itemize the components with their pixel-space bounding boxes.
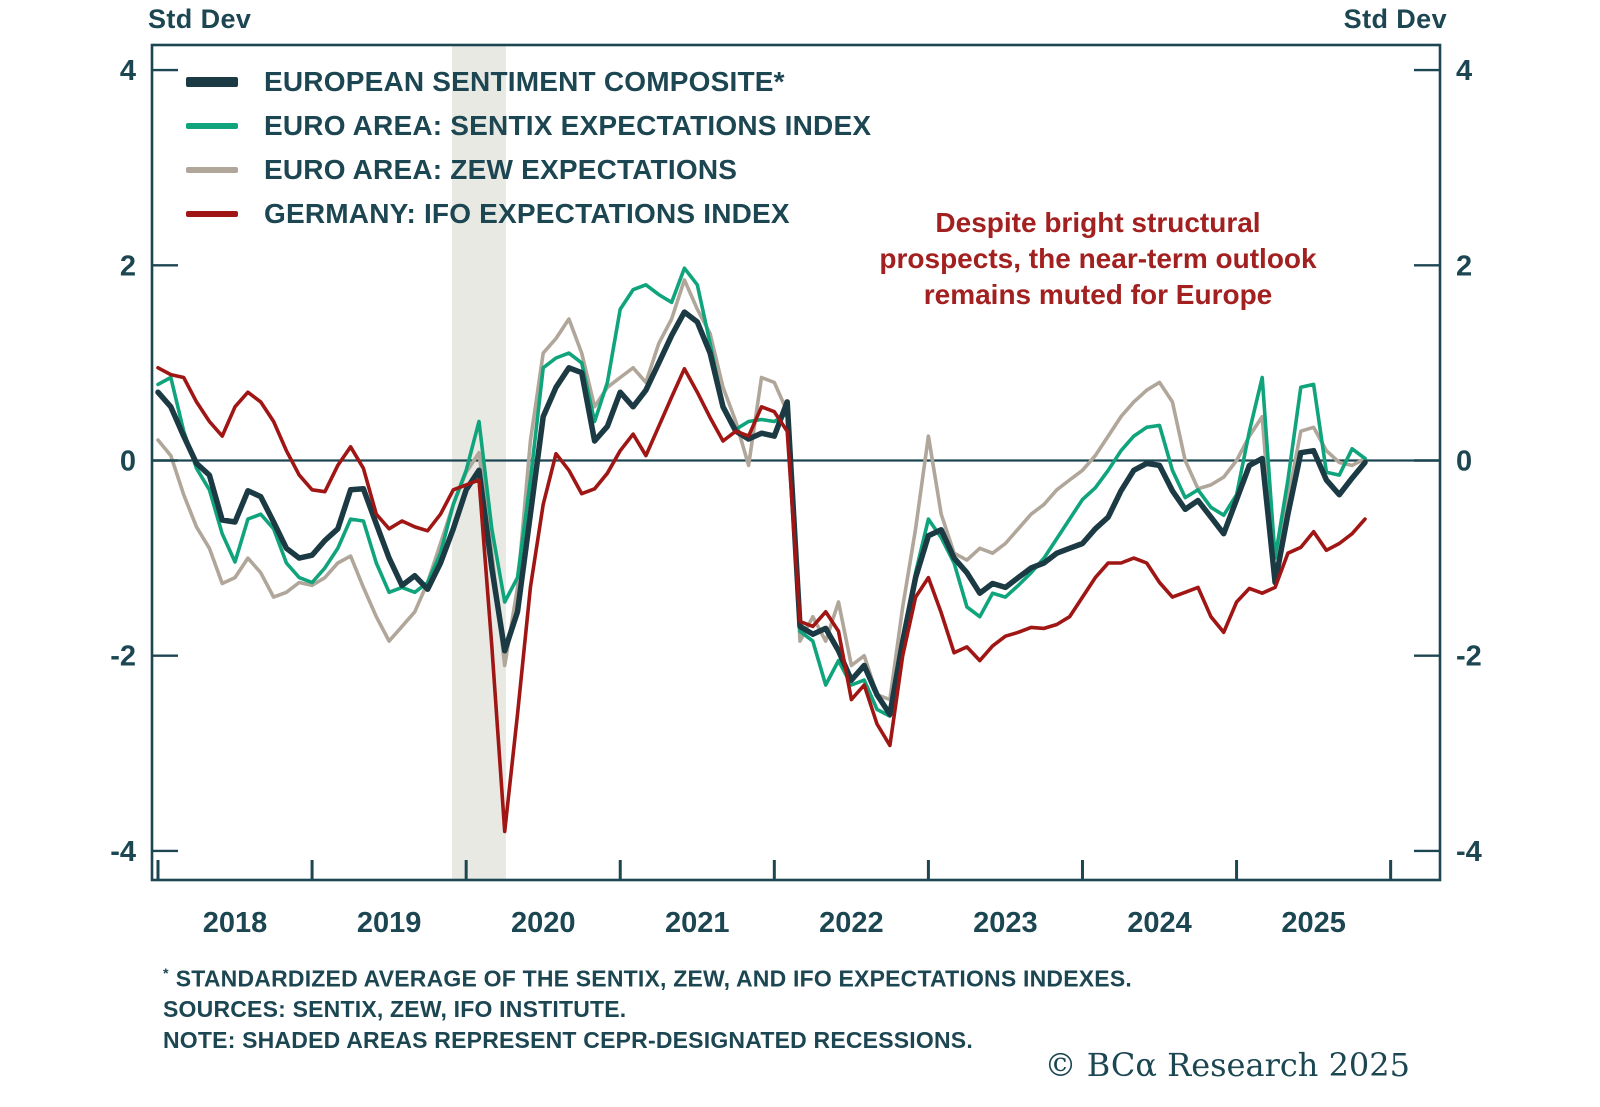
footnote-definition-text: STANDARDIZED AVERAGE OF THE SENTIX, ZEW,…	[175, 965, 1132, 992]
y-tick-label-left: 4	[120, 55, 136, 87]
legend-item-composite: EUROPEAN SENTIMENT COMPOSITE*	[186, 60, 871, 104]
x-year-label: 2018	[203, 907, 268, 939]
legend-item-zew: EURO AREA: ZEW EXPECTATIONS	[186, 148, 871, 192]
footnotes: * STANDARDIZED AVERAGE OF THE SENTIX, ZEW…	[163, 959, 1132, 1055]
footnote-note: NOTE: SHADED AREAS REPRESENT CEPR-DESIGN…	[163, 1026, 973, 1053]
x-year-label: 2020	[511, 907, 576, 939]
legend-label-sentix: EURO AREA: SENTIX EXPECTATIONS INDEX	[264, 110, 872, 141]
y-tick-label-left: 0	[120, 446, 136, 478]
series-line-3	[156, 365, 1367, 834]
y-tick-label-right: -4	[1456, 836, 1482, 868]
y-tick-label-right: 4	[1456, 55, 1472, 87]
plot-border	[150, 43, 1442, 882]
legend-label-zew: EURO AREA: ZEW EXPECTATIONS	[264, 154, 738, 185]
x-year-label: 2025	[1281, 907, 1346, 939]
legend-item-sentix: EURO AREA: SENTIX EXPECTATIONS INDEX	[186, 104, 871, 148]
legend-swatch-ifo	[186, 211, 238, 217]
y-tick-label-left: 2	[120, 250, 136, 282]
legend-label-ifo: GERMANY: IFO EXPECTATIONS INDEX	[264, 198, 790, 229]
footnote-sources: SOURCES: SENTIX, ZEW, IFO INSTITUTE.	[163, 996, 627, 1023]
legend: EUROPEAN SENTIMENT COMPOSITE* EURO AREA:…	[186, 60, 871, 236]
annotation-line-3: remains muted for Europe	[923, 279, 1273, 310]
y-axis-unit-left: Std Dev	[148, 4, 252, 34]
y-tick-label-right: -2	[1456, 641, 1482, 673]
chart-annotation: Despite bright structural prospects, the…	[828, 205, 1368, 313]
y-axis-unit-right: Std Dev	[1343, 4, 1447, 34]
x-year-label: 2023	[973, 907, 1038, 939]
footnote-asterisk: *	[163, 966, 169, 982]
legend-label-composite: EUROPEAN SENTIMENT COMPOSITE*	[264, 66, 785, 97]
x-year-label: 2019	[357, 907, 422, 939]
y-tick-label-right: 2	[1456, 250, 1472, 282]
legend-item-ifo: GERMANY: IFO EXPECTATIONS INDEX	[186, 192, 871, 236]
y-tick-label-right: 0	[1456, 446, 1472, 478]
x-year-label: 2021	[665, 907, 730, 939]
y-tick-label-left: -4	[110, 836, 136, 868]
series-line-2	[156, 278, 1367, 702]
x-year-label: 2024	[1127, 907, 1192, 939]
series-line-0	[155, 309, 1368, 718]
legend-swatch-composite	[186, 77, 238, 87]
series-line-1	[156, 266, 1367, 719]
legend-swatch-sentix	[186, 123, 238, 129]
annotation-line-1: Despite bright structural	[935, 207, 1261, 238]
footnote-definition: * STANDARDIZED AVERAGE OF THE SENTIX, ZEW…	[163, 959, 1132, 994]
x-year-label: 2022	[819, 907, 884, 939]
y-tick-label-left: -2	[110, 641, 136, 673]
annotation-line-2: prospects, the near-term outlook	[879, 243, 1317, 274]
legend-swatch-zew	[186, 167, 238, 173]
copyright: © BCα Research 2025	[1044, 1046, 1410, 1084]
